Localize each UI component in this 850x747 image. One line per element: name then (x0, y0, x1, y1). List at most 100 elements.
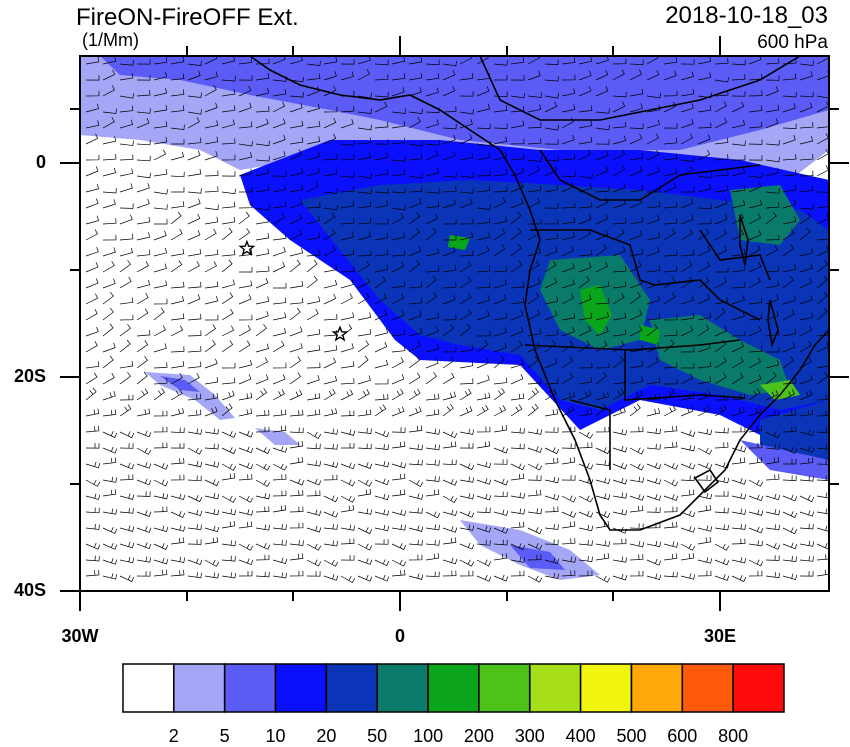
wind-barb (391, 524, 406, 531)
wind-barb (102, 390, 116, 401)
wind-barb (204, 296, 219, 305)
wind-barb (374, 359, 389, 369)
wind-barb (663, 479, 679, 487)
wind-barb (289, 356, 302, 369)
wind-barb (612, 477, 628, 485)
wind-barb (595, 261, 609, 273)
wind-barb (204, 428, 219, 435)
wind-barb (595, 540, 611, 547)
wind-barb (119, 462, 135, 470)
wind-barb (119, 394, 134, 401)
wind-barb (697, 428, 713, 436)
colorbar-swatch (478, 663, 531, 713)
wind-barb (306, 443, 321, 450)
wind-barb (578, 214, 592, 225)
wind-barb (408, 186, 423, 193)
wind-barb (663, 339, 675, 353)
wind-barb (561, 279, 575, 289)
wind-barb (697, 149, 711, 161)
wind-barb (783, 459, 797, 465)
wind-barb (561, 262, 575, 273)
wind-barb (289, 343, 303, 353)
wind-barb (578, 149, 592, 161)
lon-label-30w: 30W (61, 626, 99, 646)
wind-barb (136, 292, 149, 305)
wind-barb (204, 151, 218, 161)
wind-barb (527, 138, 542, 145)
lon-label-30e: 30E (703, 626, 737, 646)
wind-barb (459, 188, 474, 194)
wind-barb (459, 260, 472, 273)
wind-barb (799, 102, 813, 113)
wind-barb (289, 553, 304, 561)
wind-barb (85, 278, 99, 289)
wind-barb (663, 541, 679, 548)
wind-barb (612, 312, 627, 321)
wind-barb (544, 184, 559, 193)
wind-barb (561, 521, 576, 529)
wind-barb (663, 292, 676, 305)
wind-barb (782, 123, 797, 129)
wind-barb (425, 312, 440, 321)
wind-barb (493, 574, 509, 582)
wind-barb (238, 280, 253, 289)
wind-barb (629, 291, 641, 305)
wind-barb (425, 459, 440, 466)
wind-barb (714, 296, 729, 305)
wind-barb (561, 475, 576, 481)
extinction-medium-region (100, 56, 829, 150)
wind-barb (340, 504, 355, 513)
wind-barb (680, 260, 693, 273)
wind-barb (663, 182, 677, 193)
wind-barb (221, 463, 237, 471)
wind-barb (153, 506, 168, 513)
wind-barb (629, 153, 644, 161)
wind-barb (119, 119, 133, 129)
wind-barb (102, 136, 117, 145)
colorbar-label: 400 (565, 726, 596, 746)
wind-barb (782, 244, 795, 257)
wind-barb (340, 361, 355, 369)
wind-barb (646, 313, 661, 321)
wind-barb (442, 60, 457, 67)
wind-barb (340, 378, 355, 385)
wind-barb (714, 185, 729, 193)
wind-barb (663, 153, 678, 161)
wind-barb (595, 281, 610, 289)
wind-barb (561, 245, 575, 257)
wind-barb (374, 524, 390, 532)
wind-barb (748, 374, 762, 385)
wind-barb (255, 266, 270, 273)
wind-barb (374, 152, 389, 161)
wind-barb (204, 461, 220, 468)
wind-barb (595, 340, 608, 353)
wind-barb (255, 278, 269, 289)
wind-barb (340, 555, 355, 561)
map-title: FireON-FireOFF Ext. (76, 4, 299, 31)
wind-barb (187, 281, 202, 289)
wind-barb (578, 431, 594, 439)
wind-barb (289, 389, 303, 401)
wind-barb (578, 173, 594, 179)
wind-barb (748, 105, 763, 113)
wind-barb (323, 106, 338, 113)
wind-barb (731, 200, 746, 209)
wind-barb (85, 479, 101, 487)
wind-barb (680, 510, 696, 518)
wind-barb (680, 313, 695, 321)
wind-barb (187, 572, 202, 579)
wind-barb (153, 378, 168, 385)
wind-barb (782, 342, 796, 353)
wind-barb (697, 493, 713, 500)
wind-barb (374, 539, 389, 545)
wind-barb (765, 211, 777, 225)
wind-barb (323, 388, 336, 401)
wind-barb (544, 457, 559, 465)
colorbar-label: 500 (616, 726, 647, 746)
wind-barb (255, 571, 270, 578)
wind-barb (221, 56, 236, 65)
wind-barb (765, 118, 779, 129)
colorbar-label: 20 (316, 726, 337, 746)
wind-barb (136, 510, 152, 517)
wind-barb (646, 265, 661, 273)
